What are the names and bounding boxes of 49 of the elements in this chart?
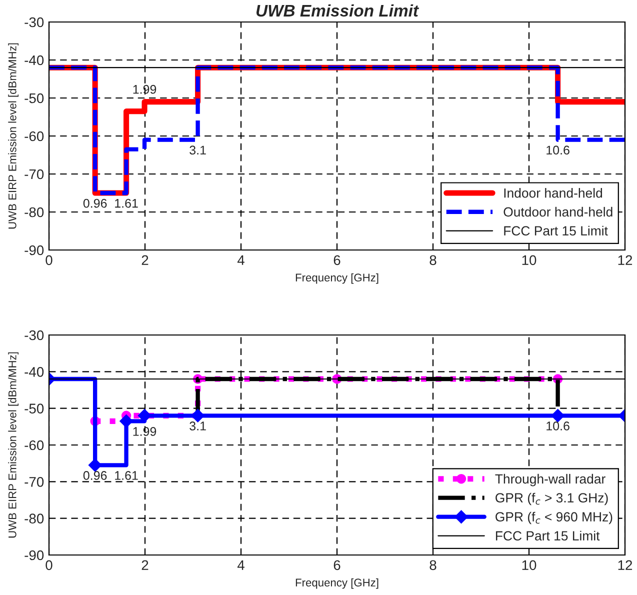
- y-tick-label: -80: [24, 514, 44, 524]
- annotation: 1.61: [115, 471, 138, 480]
- annotation: 10.6: [546, 146, 570, 155]
- x-tick-label: 8: [430, 255, 436, 266]
- x-tick-label: 6: [334, 560, 340, 570]
- y-tick-label: -70: [24, 169, 44, 180]
- x-tick-label: 0: [46, 255, 52, 266]
- y-tick-label: -30: [24, 330, 44, 340]
- y-tick-label: -80: [24, 207, 44, 218]
- annotation: 0.96: [83, 198, 107, 208]
- legend-label: FCC Part 15 Limit: [496, 530, 600, 541]
- annotation: 3.1: [190, 422, 206, 430]
- y-tick-label: -60: [24, 131, 44, 142]
- annotation: 10.6: [546, 422, 570, 430]
- annotation: 3.1: [190, 146, 206, 155]
- y-tick-label: -90: [24, 245, 44, 256]
- x-tick-label: 10: [522, 255, 536, 266]
- annotation: 1.61: [115, 198, 138, 208]
- x-tick-label: 12: [618, 255, 632, 265]
- x-tick-label: 12: [618, 560, 632, 570]
- annotation: 0.96: [83, 471, 107, 480]
- x-axis-title: Frequency [GHz]: [296, 273, 378, 284]
- y-tick-label: -40: [24, 55, 44, 66]
- legend-label: Through-wall radar: [495, 474, 606, 486]
- x-tick-label: 0: [46, 560, 52, 570]
- legend-label: GPR (f$_{c}$ > 3.1 GHz): [496, 492, 608, 506]
- y-tick-label: -40: [24, 367, 44, 377]
- x-tick-label: 10: [522, 560, 536, 570]
- legend-label: Indoor hand-held: [504, 188, 602, 198]
- x-tick-label: 6: [334, 255, 340, 266]
- y-tick-label: -50: [24, 93, 44, 104]
- x-tick-label: 2: [142, 560, 148, 570]
- annotation: 1.99: [133, 427, 156, 436]
- chart-title: UWB Emission Limit: [256, 4, 420, 17]
- y-tick-label: -70: [24, 477, 44, 487]
- legend-label: Outdoor hand-held: [504, 206, 612, 217]
- x-tick-label: 2: [142, 255, 148, 265]
- legend-label: GPR (f$_{c}$ < 960 MHz): [496, 512, 612, 524]
- x-axis-title: Frequency [GHz]: [296, 578, 378, 589]
- y-tick-label: -50: [24, 404, 44, 414]
- y-tick-label: -90: [24, 550, 44, 560]
- y-axis-title: UWB EIRP Emission level [dBm/MHz]: [8, 352, 19, 538]
- y-axis-title: UWB EIRP Emission level [dBm/MHz]: [8, 43, 19, 229]
- y-tick-label: -60: [24, 440, 44, 450]
- x-tick-label: 4: [237, 560, 244, 570]
- y-tick-label: -30: [24, 17, 44, 28]
- x-tick-label: 4: [237, 255, 244, 265]
- x-tick-label: 8: [430, 560, 436, 570]
- legend-label: FCC Part 15 Limit: [504, 226, 608, 236]
